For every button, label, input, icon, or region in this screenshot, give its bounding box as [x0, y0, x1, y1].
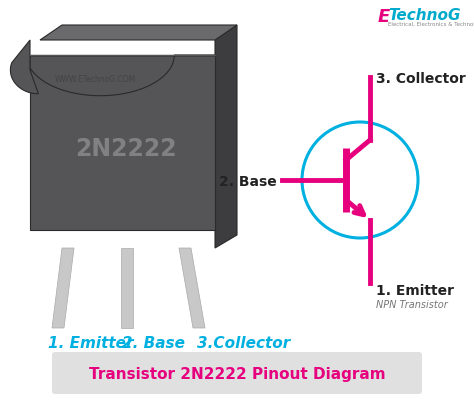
Text: Transistor 2N2222 Pinout Diagram: Transistor 2N2222 Pinout Diagram [89, 367, 385, 381]
Polygon shape [40, 25, 237, 40]
Text: 1. Emitter: 1. Emitter [48, 336, 134, 351]
Text: 2. Base: 2. Base [122, 336, 185, 351]
Polygon shape [52, 248, 74, 328]
Polygon shape [215, 25, 237, 248]
FancyBboxPatch shape [30, 55, 215, 230]
Text: 2. Base: 2. Base [219, 175, 277, 189]
Polygon shape [121, 248, 133, 328]
FancyBboxPatch shape [52, 352, 422, 394]
Text: E: E [378, 8, 390, 26]
Text: 1. Emitter: 1. Emitter [376, 284, 454, 298]
Text: Electrical, Electronics & Technology: Electrical, Electronics & Technology [388, 22, 474, 27]
Text: TechnoG: TechnoG [388, 8, 461, 23]
Text: WWW.ETechnoG.COM: WWW.ETechnoG.COM [55, 75, 136, 85]
Polygon shape [10, 40, 38, 94]
Text: 3. Collector: 3. Collector [376, 72, 466, 86]
Polygon shape [30, 55, 215, 96]
Text: 3.Collector: 3.Collector [197, 336, 290, 351]
Polygon shape [179, 248, 205, 328]
Text: 2N2222: 2N2222 [75, 137, 177, 161]
Text: NPN Transistor: NPN Transistor [376, 300, 448, 310]
